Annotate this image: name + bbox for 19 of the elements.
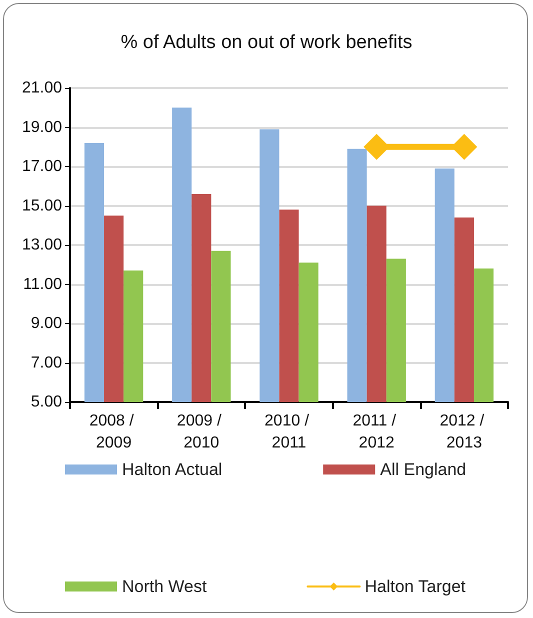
x-tick-label: 2012 / 2013 (440, 412, 489, 452)
y-tick-label: 7.00 (30, 354, 62, 372)
chart-title: % of Adults on out of work benefits (120, 32, 412, 53)
y-tick-label: 19.00 (22, 118, 62, 136)
x-tick-label: 2009 / 2010 (176, 412, 226, 452)
y-tick-label: 21.00 (22, 80, 62, 96)
x-tick-label: 2011 / 2012 (352, 412, 400, 452)
legend-label: Halton Actual (122, 460, 222, 479)
legend-label: All England (380, 460, 466, 479)
y-tick-label: 17.00 (22, 158, 62, 175)
x-tick-label: 2008 / 2009 (89, 412, 138, 452)
x-tick-label: 2010 / 2011 (264, 412, 314, 452)
y-tick-label: 9.00 (30, 315, 62, 332)
y-tick-label: 15.00 (22, 197, 62, 214)
y-tick-label: 11.00 (23, 276, 62, 293)
y-tick-label: 5.00 (30, 394, 62, 410)
y-tick-label: 13.00 (22, 236, 62, 254)
legend-label: North West (122, 577, 207, 596)
legend-label: Halton Target (364, 577, 466, 596)
